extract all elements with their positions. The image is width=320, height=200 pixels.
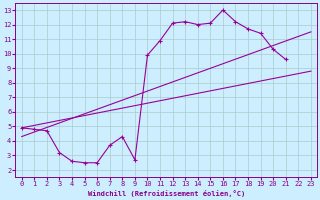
X-axis label: Windchill (Refroidissement éolien,°C): Windchill (Refroidissement éolien,°C): [88, 190, 245, 197]
